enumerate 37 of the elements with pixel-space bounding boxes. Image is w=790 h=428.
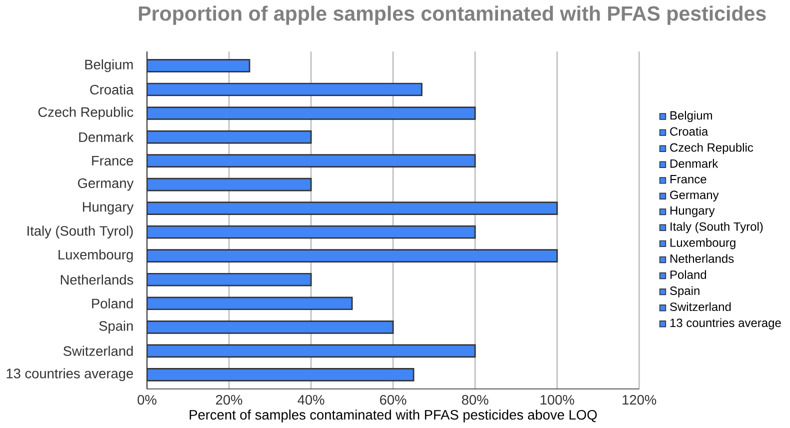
chart-title: Proportion of apple samples contaminated with PFAS pesticides <box>138 6 766 25</box>
legend-label: Luxembourg <box>670 238 736 250</box>
y-tick-label: Poland <box>92 298 133 308</box>
y-tick-label: Italy (South Tyrol) <box>28 226 133 238</box>
y-tick-label: Denmark <box>79 132 134 142</box>
y-tick-label: Switzerland <box>63 346 133 356</box>
y-tick-label: Germany <box>78 178 134 191</box>
y-tick-label: Netherlands <box>60 274 134 285</box>
legend-label: Hungary <box>670 206 715 218</box>
legend-label: Italy (South Tyrol) <box>670 222 763 234</box>
legend-label: Poland <box>670 270 706 279</box>
y-tick-label: Belgium <box>85 59 133 72</box>
legend-label: Spain <box>670 286 700 298</box>
legend-label: Belgium <box>670 110 712 122</box>
x-tick-label: 0% <box>138 394 156 405</box>
x-tick-label: 120% <box>622 394 656 405</box>
legend-label: Croatia <box>670 126 708 136</box>
x-tick-label: 40% <box>298 394 324 405</box>
x-tick-label: 80% <box>462 394 488 405</box>
x-tick-label: 60% <box>380 394 406 405</box>
y-tick-label: Czech Republic <box>38 106 134 120</box>
legend-label: Netherlands <box>670 254 734 263</box>
y-tick-label: Hungary <box>82 202 134 214</box>
legend-label: Germany <box>670 190 719 202</box>
legend-label: Czech Republic <box>670 142 754 154</box>
y-tick-label: Luxembourg <box>58 249 133 262</box>
x-axis-title: Percent of samples contaminated with PFAS pesticides above LOQ <box>190 410 597 422</box>
legend-label: France <box>670 175 706 184</box>
x-tick-label: 20% <box>216 394 242 405</box>
y-tick-label: Spain <box>99 320 133 334</box>
legend-label: Denmark <box>670 158 718 168</box>
y-tick-label: 13 countries average <box>6 368 133 382</box>
legend-label: Switzerland <box>670 302 731 311</box>
y-tick-label: France <box>92 156 134 166</box>
x-tick-label: 100% <box>540 394 574 405</box>
y-tick-label: Croatia <box>90 84 134 94</box>
legend-label: 13 countries average <box>670 318 781 330</box>
